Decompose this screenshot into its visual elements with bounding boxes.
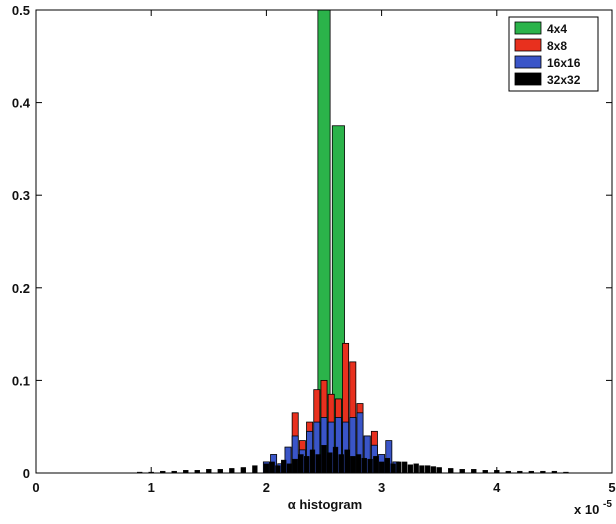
legend-swatch-32x32 bbox=[514, 72, 542, 86]
bar-32x32 bbox=[355, 454, 362, 474]
legend-swatch-4x4 bbox=[514, 21, 542, 35]
bar-32x32 bbox=[407, 464, 414, 474]
x-tick-label: 1 bbox=[148, 480, 155, 495]
bar-32x32 bbox=[275, 465, 281, 474]
bar-32x32 bbox=[373, 456, 379, 474]
bar-32x32 bbox=[390, 463, 396, 474]
bar-32x32 bbox=[281, 459, 287, 474]
bar-32x32 bbox=[350, 456, 356, 474]
legend-label-4x4: 4x4 bbox=[547, 22, 567, 36]
y-tick-label: 0.3 bbox=[12, 188, 30, 203]
bar-32x32 bbox=[413, 463, 419, 474]
x-axis-multiplier: x 10 bbox=[574, 502, 599, 517]
bar-32x32 bbox=[217, 469, 223, 474]
y-tick-label: 0 bbox=[23, 466, 30, 481]
bar-32x32 bbox=[292, 458, 298, 474]
x-axis-multiplier-exponent: -5 bbox=[603, 499, 612, 510]
x-tick-label: 5 bbox=[608, 480, 615, 495]
legend-swatch-8x8 bbox=[514, 38, 542, 52]
bar-32x32 bbox=[321, 445, 327, 474]
bar-32x32 bbox=[229, 468, 235, 474]
y-tick-label: 0.1 bbox=[12, 373, 30, 388]
legend-label-32x32: 32x32 bbox=[547, 73, 581, 87]
bar-32x32 bbox=[367, 458, 373, 474]
y-tick-label: 0.5 bbox=[12, 3, 30, 18]
bar-32x32 bbox=[332, 446, 339, 474]
bar-32x32 bbox=[459, 469, 465, 474]
y-tick-label: 0.4 bbox=[12, 96, 31, 111]
x-tick-label: 2 bbox=[263, 480, 270, 495]
x-tick-label: 0 bbox=[32, 480, 39, 495]
x-axis-label: α histogram bbox=[288, 497, 362, 512]
bar-32x32 bbox=[327, 452, 333, 474]
bar-32x32 bbox=[425, 465, 431, 474]
bar-32x32 bbox=[436, 467, 442, 474]
legend: 4x4 8x8 16x16 32x32 bbox=[508, 16, 599, 92]
bar-32x32 bbox=[419, 465, 425, 474]
plot-frame bbox=[35, 9, 613, 474]
x-tick-label: 3 bbox=[378, 480, 385, 495]
bar-32x32 bbox=[298, 454, 304, 474]
bar-32x32 bbox=[269, 461, 275, 474]
bar-32x32 bbox=[206, 469, 212, 474]
bar-32x32 bbox=[401, 461, 408, 474]
bar-32x32 bbox=[338, 454, 344, 474]
bar-32x32 bbox=[315, 454, 321, 474]
x-tick-label: 4 bbox=[493, 480, 501, 495]
bar-32x32 bbox=[384, 457, 391, 474]
bar-32x32 bbox=[304, 456, 310, 474]
legend-swatch-16x16 bbox=[514, 55, 542, 69]
bar-32x32 bbox=[286, 463, 293, 474]
axes-layer: 0 1 2 3 4 5 0 0.1 0.2 0.3 0.4 0.5 bbox=[12, 3, 616, 495]
y-tick-label: 0.2 bbox=[12, 281, 30, 296]
bar-32x32 bbox=[309, 449, 316, 474]
bar-32x32 bbox=[448, 468, 454, 474]
bar-32x32 bbox=[361, 457, 367, 474]
bar-32x32 bbox=[471, 469, 477, 474]
bars-layer bbox=[137, 9, 569, 474]
bar-32x32 bbox=[252, 465, 258, 474]
bar-32x32 bbox=[396, 461, 402, 474]
legend-label-8x8: 8x8 bbox=[547, 39, 567, 53]
bar-32x32 bbox=[430, 466, 437, 474]
legend-label-16x16: 16x16 bbox=[547, 56, 581, 70]
bar-32x32 bbox=[344, 449, 350, 474]
bar-32x32 bbox=[240, 467, 247, 474]
